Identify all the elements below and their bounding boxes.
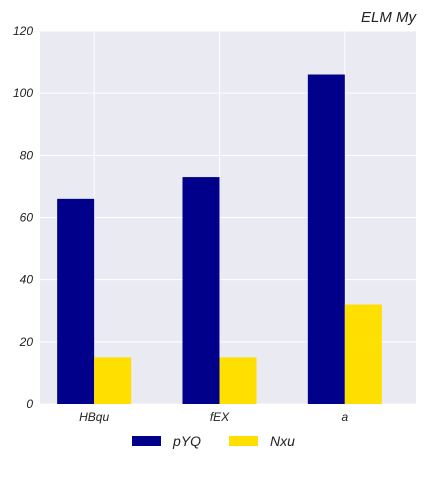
bar-pYQ-a [307, 74, 345, 405]
bar-pYQ-fEX [182, 177, 220, 404]
bar-Nxu-fEX [219, 357, 257, 404]
legend-item: pYQ [132, 433, 201, 449]
y-tick-label: 60 [20, 211, 34, 225]
y-tick-label: 120 [13, 24, 33, 38]
bar-Nxu-a [344, 304, 382, 404]
y-tick-label: 0 [26, 397, 33, 411]
legend-swatch [132, 436, 162, 446]
y-tick-label: 40 [20, 273, 34, 287]
legend-item: Nxu [229, 433, 295, 449]
x-axis-ticks: HBqu fEX a [79, 410, 348, 424]
x-tick-label: a [341, 410, 348, 424]
y-tick-label: 80 [20, 148, 34, 162]
bar-Nxu-HBqu [94, 357, 132, 404]
bar-pYQ-HBqu [57, 198, 95, 404]
chart-title: ELM My [361, 9, 418, 26]
legend-label: pYQ [173, 433, 202, 449]
bars [57, 74, 382, 405]
legend: pYQ Nxu [0, 430, 427, 452]
y-axis-ticks: 0 20 40 60 80 100 120 [13, 24, 33, 411]
legend-label: Nxu [270, 433, 295, 449]
x-tick-label: HBqu [79, 410, 109, 424]
x-tick-label: fEX [210, 410, 230, 424]
y-tick-label: 20 [19, 335, 34, 349]
y-tick-label: 100 [13, 86, 33, 100]
legend-swatch [229, 436, 259, 446]
